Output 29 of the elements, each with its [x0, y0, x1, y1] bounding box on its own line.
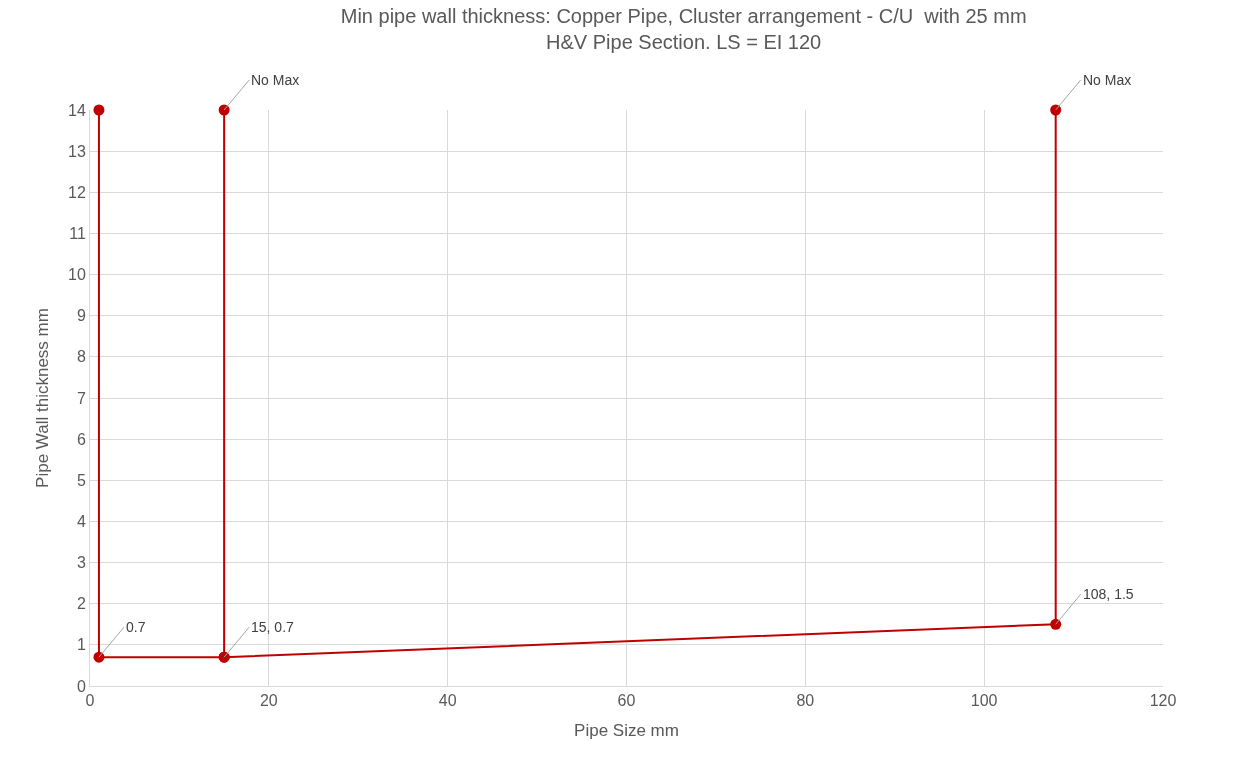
x-tick-label: 80 [796, 692, 815, 710]
y-tick-label: 6 [76, 430, 86, 448]
x-tick-label: 100 [970, 692, 998, 710]
y-tick-label: 7 [76, 389, 86, 407]
x-tick-label: 120 [1149, 692, 1177, 710]
y-tick-label: 13 [68, 142, 86, 160]
annotation: No Max [251, 72, 300, 88]
x-axis-title: Pipe Size mm [574, 720, 679, 740]
annotation: 108, 1.5 [1083, 586, 1134, 602]
y-tick-label: 4 [76, 513, 86, 531]
y-tick-label: 5 [76, 471, 86, 489]
y-tick-label: 10 [68, 266, 86, 284]
y-axis-title: Pipe Wall thickness mm [32, 308, 52, 488]
y-tick-label: 3 [76, 554, 86, 572]
y-tick-label: 12 [68, 183, 86, 201]
annotation: 0.7 [126, 619, 146, 635]
x-tick-label: 60 [617, 692, 636, 710]
y-tick-label: 11 [69, 225, 86, 243]
y-tick-label: 14 [68, 101, 86, 119]
y-tick-label: 0 [76, 677, 86, 695]
annotation: 15, 0.7 [251, 619, 295, 635]
x-tick-label: 40 [438, 692, 457, 710]
y-tick-label: 8 [76, 348, 86, 366]
y-tick-label: 9 [76, 307, 86, 325]
y-tick-label: 2 [76, 595, 86, 613]
chart-title: Min pipe wall thickness: Copper Pipe, Cluster arrangement - C/U with 25 mm H&V Pipe Section. LS = EI 120 [340, 5, 1027, 54]
y-tick-label: 1 [76, 636, 86, 654]
x-tick-label: 20 [259, 692, 278, 710]
annotation: No Max [1083, 72, 1132, 88]
